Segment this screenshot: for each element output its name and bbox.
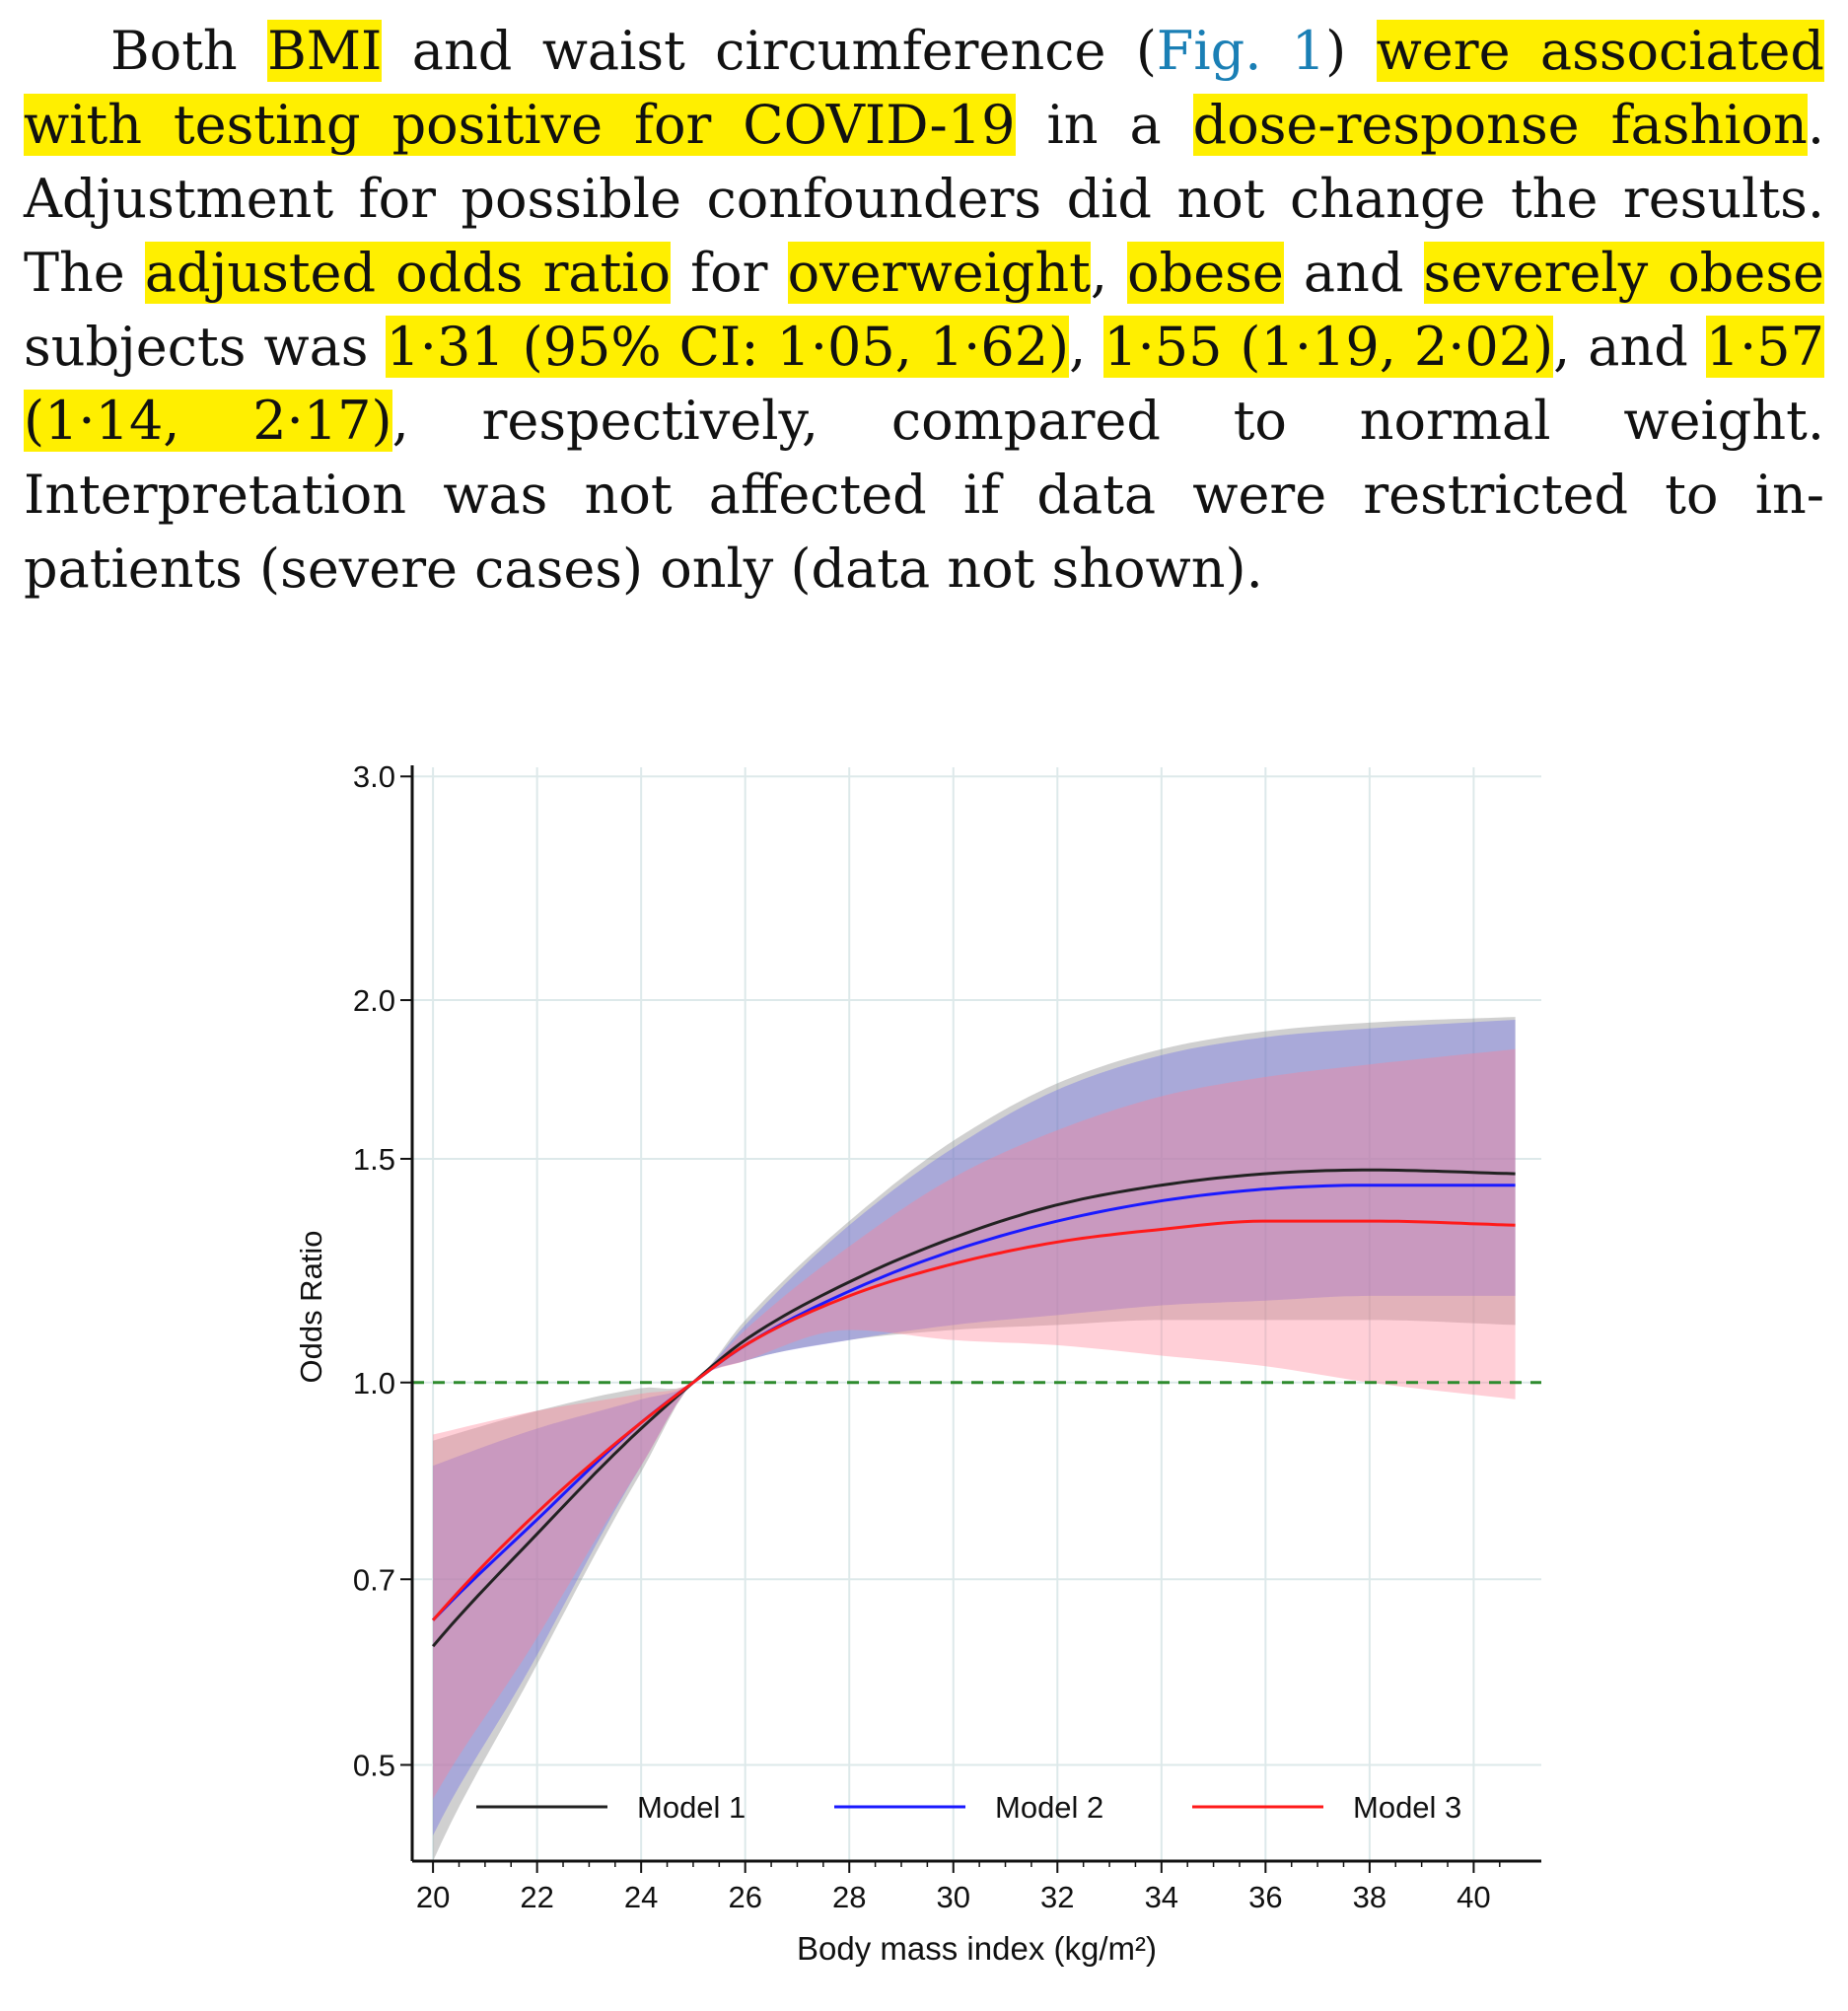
paragraph-text: in a — [1015, 94, 1193, 156]
series-line-1 — [431, 1168, 1516, 1648]
ci-band-3 — [433, 1048, 1516, 1800]
axes: 20 22 24 26 28 30 32 34 36 38 40 0.5 0.7 1.0 1.5 2.0 3.0… — [353, 759, 1541, 1967]
grid-layer — [412, 767, 1541, 1861]
legend-label-2: Model 2 — [995, 1790, 1103, 1825]
highlighted-text: obese — [1127, 242, 1284, 304]
ci-band-2 — [433, 1020, 1516, 1835]
y-tick-label: 1.0 — [353, 1366, 395, 1401]
ci-band-1 — [433, 1017, 1516, 1861]
paragraph-text: Both — [110, 20, 268, 82]
y-axis-label: Odds Ratio — [294, 1230, 328, 1383]
highlighted-text: dose-response fashion — [1192, 94, 1808, 156]
paragraph-text: , — [1069, 316, 1104, 378]
x-tick-label: 36 — [1248, 1880, 1282, 1914]
legend-label-3: Model 3 — [1353, 1790, 1461, 1825]
x-tick-label: 26 — [728, 1880, 761, 1914]
highlighted-text: adjusted odds ratio — [144, 242, 672, 304]
paragraph-text: , — [1090, 242, 1128, 304]
highlighted-text: overweight — [787, 242, 1091, 304]
highlighted-text: severely obese — [1423, 242, 1824, 304]
y-tick-label: 2.0 — [353, 983, 395, 1018]
paragraph-text: and waist circumference ( — [382, 20, 1157, 82]
ci-bands — [433, 1017, 1516, 1861]
x-tick-label: 34 — [1145, 1880, 1178, 1914]
highlighted-text: 1·55 (1·19, 2·02) — [1103, 316, 1554, 378]
x-tick-label: 20 — [416, 1880, 450, 1914]
x-tick-label: 32 — [1040, 1880, 1074, 1914]
highlighted-text: BMI — [267, 20, 383, 82]
x-tick-label: 38 — [1353, 1880, 1386, 1914]
legend-label-1: Model 1 — [637, 1790, 746, 1825]
body-paragraph: Both BMI and waist circumference (Fig. 1… — [24, 14, 1824, 606]
y-tick-label: 0.5 — [353, 1748, 395, 1782]
x-tick-label: 40 — [1457, 1880, 1490, 1914]
y-tick-label: 1.5 — [353, 1142, 395, 1177]
paragraph-text: ) — [1325, 20, 1377, 82]
paragraph-text: . Adjust­ment for possible confounders d… — [24, 94, 1824, 304]
legend: Model 1 Model 2 Model 3 — [476, 1790, 1461, 1825]
x-axis-label: Body mass index (kg/m²) — [797, 1930, 1157, 1967]
paragraph-text: , respectively, compared to normal weigh… — [24, 390, 1824, 600]
y-tick-label: 3.0 — [353, 759, 395, 794]
paragraph-text: , and — [1553, 316, 1706, 378]
paragraph-text: for — [671, 242, 788, 304]
series-line-3 — [431, 1219, 1516, 1621]
x-tick-label: 30 — [937, 1880, 970, 1914]
x-tick-label: 24 — [624, 1880, 658, 1914]
highlighted-text: 1·31 (95% CI: 1·05, 1·62) — [386, 316, 1070, 378]
bmi-odds-ratio-chart: 20 22 24 26 28 30 32 34 36 38 40 0.5 0.7 1.0 1.5 2.0 3.0… — [294, 759, 1541, 1967]
paragraph-text: sub­jects was — [24, 316, 387, 378]
x-tick-label: 28 — [832, 1880, 866, 1914]
figure-link[interactable]: Fig. 1 — [1156, 20, 1326, 82]
x-tick-label: 22 — [520, 1880, 553, 1914]
series-lines — [431, 1168, 1516, 1648]
paragraph-text: and — [1283, 242, 1424, 304]
y-tick-label: 0.7 — [353, 1562, 395, 1597]
